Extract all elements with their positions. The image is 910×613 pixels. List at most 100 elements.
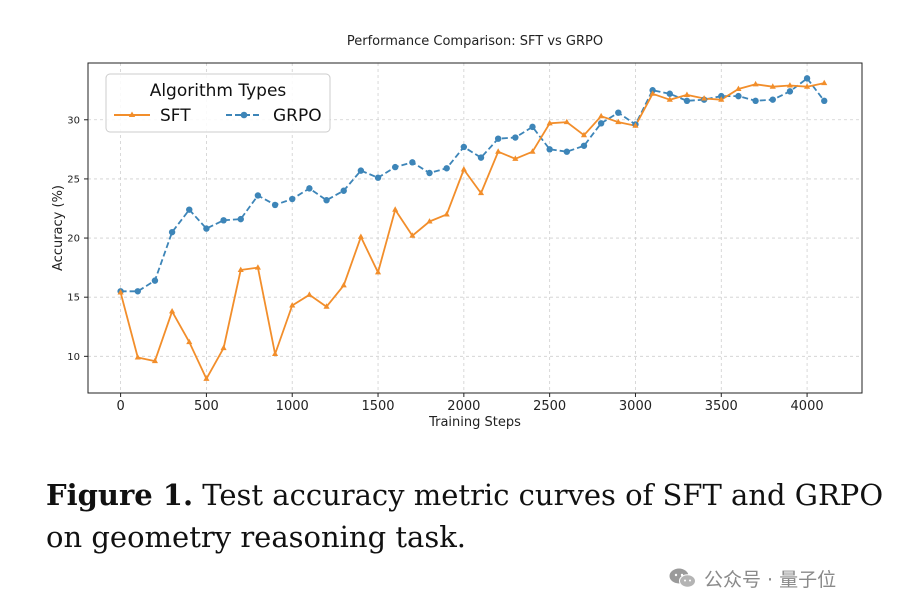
data-point-grpo xyxy=(391,163,399,171)
legend-title: Algorithm Types xyxy=(150,81,287,101)
x-tick-label: 2000 xyxy=(447,399,480,414)
grid xyxy=(88,63,862,393)
y-tick-label: 25 xyxy=(67,174,80,185)
chart: Performance Comparison: SFT vs GRPO 0 500… xyxy=(51,34,863,430)
data-point-sft xyxy=(169,307,176,314)
data-point-sft xyxy=(254,264,261,270)
data-point-grpo xyxy=(254,192,262,199)
axis-ticks: 0 500 1000 1500 2000 2500 3000 3500 4000 10 15 20 25… xyxy=(67,115,823,414)
data-point-sft xyxy=(460,166,467,172)
data-point-grpo xyxy=(220,217,227,224)
data-point-grpo xyxy=(460,143,468,151)
chart-title: Performance Comparison: SFT vs GRPO xyxy=(347,34,603,49)
data-point-sft xyxy=(340,281,347,288)
x-tick-label: 3000 xyxy=(619,399,652,414)
data-point-grpo xyxy=(306,185,313,192)
data-point-sft xyxy=(752,80,759,87)
plot-frame xyxy=(87,62,863,394)
series-markers xyxy=(117,75,828,381)
data-point-sft xyxy=(804,83,811,89)
data-point-grpo xyxy=(803,75,811,82)
data-point-grpo xyxy=(563,148,571,155)
data-point-grpo xyxy=(615,109,622,116)
caption-label: Figure 1. xyxy=(46,478,194,512)
data-point-grpo xyxy=(821,97,828,105)
data-point-sft xyxy=(701,95,708,101)
data-point-grpo xyxy=(340,187,347,194)
data-point-grpo xyxy=(357,167,365,174)
data-point-grpo xyxy=(271,201,279,209)
data-point-sft xyxy=(203,375,210,381)
x-tick-label: 0 xyxy=(116,399,124,414)
data-point-sft xyxy=(683,91,691,97)
x-tick-label: 3500 xyxy=(705,399,738,414)
data-point-sft xyxy=(151,357,158,364)
data-point-sft xyxy=(735,85,742,92)
data-point-grpo xyxy=(786,88,794,95)
data-point-sft xyxy=(374,268,382,275)
legend-swatch-sft-marker xyxy=(128,111,136,117)
data-point-grpo xyxy=(718,92,725,100)
data-point-sft xyxy=(769,83,776,89)
data-point-sft xyxy=(117,289,124,295)
data-point-sft xyxy=(718,96,725,102)
data-point-sft xyxy=(615,118,622,125)
data-point-grpo xyxy=(769,96,776,103)
data-point-grpo xyxy=(580,142,588,149)
x-tick-label: 2500 xyxy=(533,399,566,414)
x-axis-label: Training Steps xyxy=(428,415,521,430)
data-point-grpo xyxy=(735,92,742,100)
data-point-sft xyxy=(426,218,433,224)
data-point-sft xyxy=(598,112,605,119)
data-point-grpo xyxy=(426,169,433,177)
y-axis-label: Accuracy (%) xyxy=(51,185,66,271)
data-point-grpo xyxy=(289,195,296,203)
y-tick-label: 20 xyxy=(67,234,80,245)
data-point-sft xyxy=(323,303,330,309)
legend-swatch-grpo-marker xyxy=(240,111,248,119)
data-point-sft xyxy=(546,119,553,126)
data-point-grpo xyxy=(597,120,605,127)
caption-text: Test accuracy metric curves of SFT and G… xyxy=(46,478,884,554)
data-point-grpo xyxy=(237,215,244,223)
x-tick-label: 4000 xyxy=(791,399,824,414)
y-tick-label: 15 xyxy=(67,293,80,304)
data-point-grpo xyxy=(151,277,159,284)
data-point-sft xyxy=(632,122,639,128)
x-tick-label: 1500 xyxy=(361,399,394,414)
figure-caption: Figure 1. Test accuracy metric curves of… xyxy=(46,474,886,558)
data-point-sft xyxy=(666,96,673,102)
data-point-grpo xyxy=(494,135,502,142)
data-point-sft xyxy=(272,350,279,357)
data-point-sft xyxy=(821,79,828,86)
data-point-sft xyxy=(529,148,536,154)
data-point-sft xyxy=(495,148,502,154)
data-point-sft xyxy=(786,82,793,88)
data-point-grpo xyxy=(752,97,759,105)
wechat-logo-icon xyxy=(669,568,696,588)
data-point-grpo xyxy=(546,146,553,153)
legend: Algorithm Types SFT GRPO xyxy=(105,73,331,133)
data-point-grpo xyxy=(529,123,536,131)
data-point-sft xyxy=(186,338,193,345)
data-point-sft xyxy=(443,210,450,217)
data-point-sft xyxy=(563,118,570,125)
y-tick-label: 10 xyxy=(67,352,80,363)
x-tick-label: 500 xyxy=(194,399,219,414)
data-point-grpo xyxy=(512,134,519,141)
data-point-sft xyxy=(649,90,656,96)
data-point-grpo xyxy=(443,165,450,172)
data-point-grpo xyxy=(409,159,416,166)
watermark: 公众号 · 量子位 xyxy=(668,566,836,591)
data-point-sft xyxy=(409,232,416,238)
data-point-grpo xyxy=(683,97,691,105)
data-point-grpo xyxy=(203,225,210,232)
x-tick-label: 1000 xyxy=(276,399,309,414)
data-point-grpo xyxy=(666,90,673,97)
legend-label-sft: SFT xyxy=(160,106,191,126)
data-point-sft xyxy=(237,266,244,273)
data-point-sft xyxy=(134,354,141,360)
data-point-sft xyxy=(392,206,399,212)
legend-label-grpo: GRPO xyxy=(273,106,322,126)
data-point-grpo xyxy=(374,174,382,181)
